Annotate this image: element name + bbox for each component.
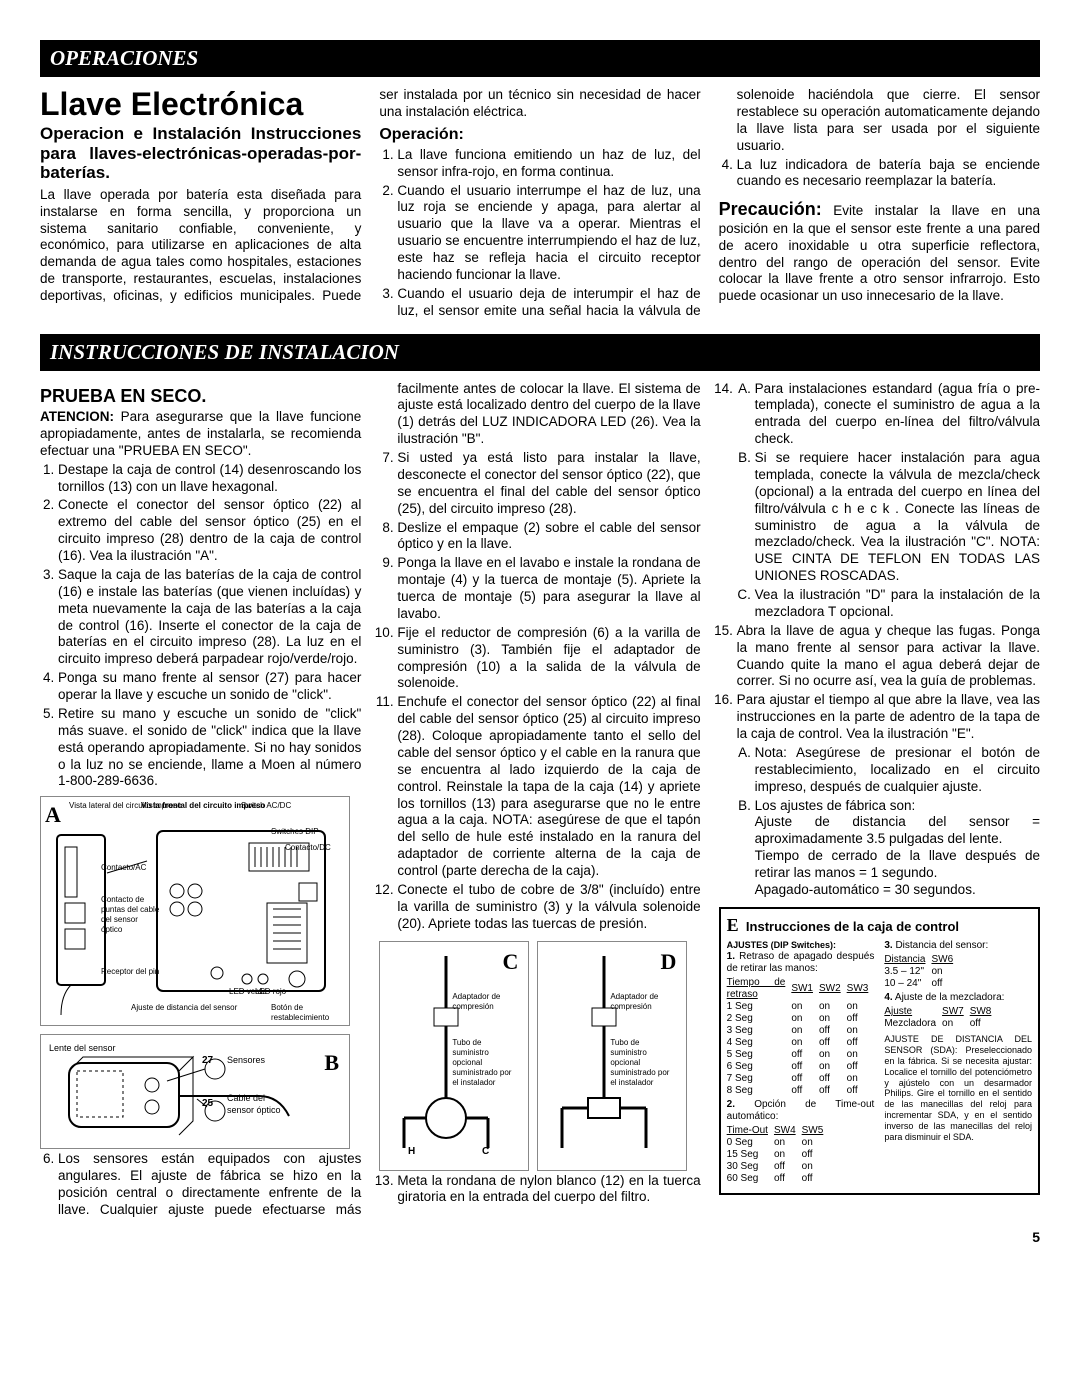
install-step: Abra la llave de agua y cheque las fugas…	[737, 623, 1040, 691]
install-step: Conecte el tubo de cobre de 3/8" (incluí…	[397, 882, 700, 933]
install-substep: Vea la ilustración "D" para la instalaci…	[755, 587, 1040, 621]
install-step: Para ajustar el tiempo al que abre la ll…	[737, 692, 1040, 899]
label: Switch AC/DC	[241, 801, 291, 811]
subtitle: Operacion e Instalación Instrucciones pa…	[40, 124, 361, 183]
atencion-label: ATENCION:	[40, 409, 114, 424]
install-step: Conecte el conector del sensor óptico (2…	[58, 497, 361, 565]
install-step: Si usted ya está listo para instalar la …	[397, 450, 700, 518]
diagram-b-letter: B	[324, 1049, 339, 1077]
label: Tubo de suministro opcional suministrado…	[610, 1038, 672, 1088]
step16-sub: Nota: Asegúrese de presionar el botón de…	[737, 745, 1040, 899]
label: LED rojo	[255, 987, 286, 997]
operaciones-columns: Llave Electrónica Operacion e Instalació…	[40, 87, 1040, 320]
e-table3: DistanciaSW63.5 – 12"on10 – 24"off	[884, 954, 959, 990]
label: Botón de restablecimiento	[271, 1003, 349, 1023]
diagram-e-box: E Instrucciones de la caja de control AJ…	[719, 907, 1040, 1195]
dry-test-heading: PRUEBA EN SECO.	[40, 385, 361, 408]
section-header-instalacion: INSTRUCCIONES DE INSTALACION	[40, 334, 1040, 371]
e-sec1: 1. Retraso de apagado después de retirar…	[727, 951, 875, 975]
diagram-e-title: Instrucciones de la caja de control	[746, 919, 959, 934]
label: Tubo de suministro opcional suministrado…	[452, 1038, 514, 1088]
install-step: Deslize el empaque (2) sobre el cable de…	[397, 520, 700, 554]
label: Cable del sensor óptico	[227, 1093, 287, 1116]
e-sec3: 3. Distancia del sensor:	[884, 940, 1032, 952]
operacion-item: La llave funciona emitiendo un haz de lu…	[397, 147, 700, 181]
label: 25	[202, 1098, 213, 1111]
caution-heading: Precaución:	[719, 199, 822, 219]
diagram-d: D Adaptador de compresión Tubo de sumini…	[537, 941, 687, 1171]
svg-text:H: H	[408, 1146, 415, 1157]
label: Lente del sensor	[49, 1043, 116, 1054]
install-step: Retire su mano y escuche un sonido de "c…	[58, 706, 361, 790]
e-sec2-text: Opción de Time-out automático:	[727, 1099, 875, 1122]
label: Contacto de puntas del cable del sensor …	[101, 895, 161, 935]
section-header-operaciones: OPERACIONES	[40, 40, 1040, 77]
diagram-a-letter: A	[45, 801, 61, 829]
step14-sub: Para instalaciones estandard (agua fría …	[737, 381, 1040, 621]
diagram-d-letter: D	[660, 948, 676, 976]
diagram-b: B Lente del sensor 27 Sensores 25 Cable …	[40, 1034, 350, 1149]
e-table2: Time-OutSW4SW50 Segonon15 Segonoff30 Seg…	[727, 1125, 830, 1185]
install-step: Enchufe el conector del sensor óptico (2…	[397, 694, 700, 880]
caution-para: Precaución: Evite instalar la llave en u…	[719, 198, 1040, 305]
operacion-item: Cuando el usuario interrumpe el haz de l…	[397, 183, 700, 284]
label: Contacto/AC	[101, 863, 146, 873]
dry-test-note: ATENCION: Para asegurarse que la llave f…	[40, 409, 361, 460]
diagram-a-b-block: A	[40, 796, 361, 1149]
operacion-heading: Operación:	[379, 125, 700, 145]
install-substep: Para instalaciones estandard (agua fría …	[755, 381, 1040, 449]
label: Ajuste de distancia del sensor	[131, 1003, 237, 1013]
install-substep: Si se requiere hacer instalación para ag…	[755, 450, 1040, 585]
e-sec4: 4. Ajuste de la mezcladora:	[884, 992, 1032, 1004]
svg-text:C: C	[482, 1146, 489, 1157]
label: Receptor del pin	[101, 967, 159, 977]
label: 27	[202, 1055, 213, 1068]
e-note: AJUSTE DE DISTANCIA DEL SENSOR (SDA): Pr…	[884, 1034, 1032, 1142]
e-settings-heading: AJUSTES (DIP Switches):	[727, 940, 875, 951]
e-sec2: 2. Opción de Time-out automático:	[727, 1099, 875, 1123]
step16-text: Para ajustar el tiempo al que abre la ll…	[737, 692, 1040, 741]
install-step: Fije el reductor de compresión (6) a la …	[397, 625, 700, 693]
label: Adaptador de compresión	[452, 992, 512, 1012]
install-step: Meta la rondana de nylon blanco (12) en …	[397, 1173, 700, 1207]
install-step: Para instalaciones estandard (agua fría …	[737, 381, 1040, 621]
label: Adaptador de compresión	[610, 992, 670, 1012]
diagram-c: C H C Adaptador de compresión Tubo de su…	[379, 941, 529, 1171]
diagram-b-svg	[47, 1041, 345, 1144]
install-step: Ponga su mano frente al sensor (27) para…	[58, 670, 361, 704]
install-step: Saque la caja de las baterías de la caja…	[58, 567, 361, 668]
e-sec3-text: Distancia del sensor:	[895, 940, 988, 951]
install-substep: Los ajustes de fábrica son: Ajuste de di…	[755, 798, 1040, 899]
operacion-item: La luz indicadora de batería baja se enc…	[737, 157, 1040, 191]
install-step: Ponga la llave en el lavabo e instale la…	[397, 555, 700, 623]
e-table1: Tiempo de retrasoSW1SW2SW31 Segononon2 S…	[727, 977, 875, 1097]
diagram-c-d-block: C H C Adaptador de compresión Tubo de su…	[379, 941, 700, 1171]
e-table4: AjusteSW7SW8Mezcladoraonoff	[884, 1006, 997, 1030]
diagram-e-letter: E	[727, 915, 739, 935]
diagram-a: A	[40, 796, 350, 1026]
diagram-c-letter: C	[502, 948, 518, 976]
label: Switches DIP	[271, 827, 319, 837]
install-step: Destape la caja de control (14) desenros…	[58, 462, 361, 496]
instalacion-columns: PRUEBA EN SECO. ATENCION: Para asegurars…	[40, 381, 1040, 1219]
label: Contacto/DC	[285, 843, 331, 853]
page-number: 5	[40, 1219, 1040, 1245]
e-sec4-text: Ajuste de la mezcladora:	[895, 992, 1005, 1003]
label: Sensores	[227, 1055, 265, 1066]
install-substep: Nota: Asegúrese de presionar el botón de…	[755, 745, 1040, 796]
install-steps: Destape la caja de control (14) desenros…	[40, 462, 361, 791]
main-title: Llave Electrónica	[40, 87, 361, 122]
e-sec1-text: Retraso de apagado después de retirar la…	[727, 951, 875, 974]
